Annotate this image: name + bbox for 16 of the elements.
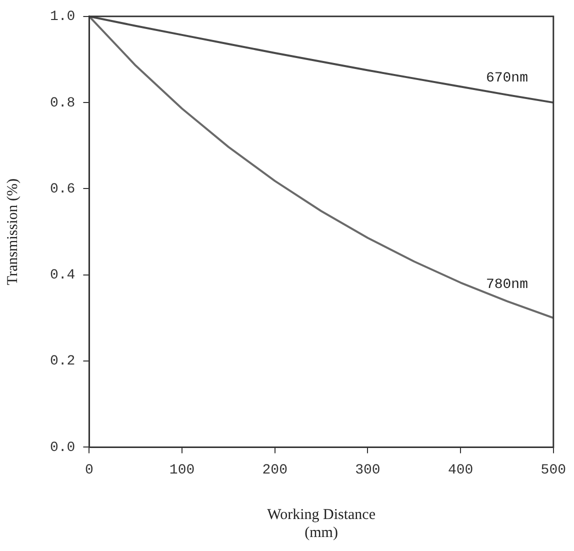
series-label: 670nm xyxy=(486,70,528,87)
series-label: 780nm xyxy=(486,276,528,293)
y-tick-label: 0.6 xyxy=(50,181,76,198)
x-tick-label: 0 xyxy=(85,462,94,478)
y-axis-title: Transmission (%) xyxy=(4,178,21,286)
y-tick-label: 0.4 xyxy=(50,268,76,284)
x-tick-label: 200 xyxy=(262,462,288,478)
y-tick-label: 0.0 xyxy=(50,440,76,456)
y-tick-label: 0.2 xyxy=(50,354,76,370)
x-tick-label: 300 xyxy=(355,462,380,478)
x-axis-title: Working Distance (mm) xyxy=(267,506,376,541)
x-tick-label: 100 xyxy=(169,462,195,478)
x-tick-label: 500 xyxy=(540,462,566,478)
y-tick-label: 1.0 xyxy=(50,9,76,26)
y-tick-label: 0.8 xyxy=(50,95,76,112)
x-tick-label: 400 xyxy=(448,462,474,478)
